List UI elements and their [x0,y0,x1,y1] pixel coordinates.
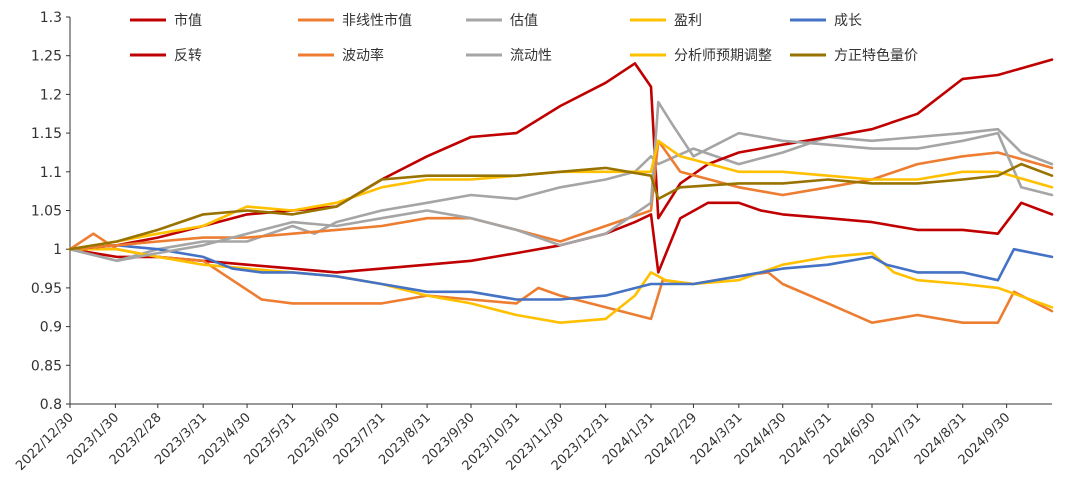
y-tick-label: 0.95 [31,281,62,297]
x-axis: 2022/12/302023/1/302023/2/282023/3/31202… [13,403,1052,474]
legend-label: 波动率 [342,47,384,64]
series-line-5 [68,244,1054,301]
legend-label: 流动性 [510,48,552,64]
y-tick-label: 1.15 [31,126,62,142]
y-axis: 0.8 0.85 0.9 0.95 1 1.05 1.1 1.15 1.2 1.25 1.3 [31,10,71,413]
series-line-1 [68,201,1054,274]
series-line-9 [68,139,1054,251]
legend-label: 方正特色量价 [834,47,918,64]
series-line-2 [68,232,1054,324]
plot-series [68,58,1054,324]
legend-label: 分析师预期调整 [674,48,772,64]
y-tick-label: 1.05 [31,204,62,220]
legend-label: 盈利 [674,13,702,29]
y-tick-label: 0.9 [40,320,62,336]
y-tick-label: 1.25 [31,49,62,65]
series-line-8 [68,100,1054,263]
series-line-10 [68,162,1054,251]
series-line-7 [68,139,1054,251]
legend-label: 非线性市值 [342,12,412,29]
legend-label: 估值 [510,13,538,29]
legend-label: 市值 [174,12,202,29]
legend-label: 成长 [834,13,862,29]
x-tick-label: 2022/12/30 [13,410,77,474]
series-line-6 [68,58,1054,251]
y-tick-label: 1 [53,242,62,258]
y-tick-label: 1.1 [40,165,62,181]
legend-label: 反转 [174,48,202,64]
y-tick-label: 1.2 [40,87,62,103]
series-line-4 [68,247,1054,324]
y-tick-label: 0.8 [40,397,62,413]
y-tick-label: 1.3 [40,10,62,26]
y-tick-label: 0.85 [31,358,62,374]
